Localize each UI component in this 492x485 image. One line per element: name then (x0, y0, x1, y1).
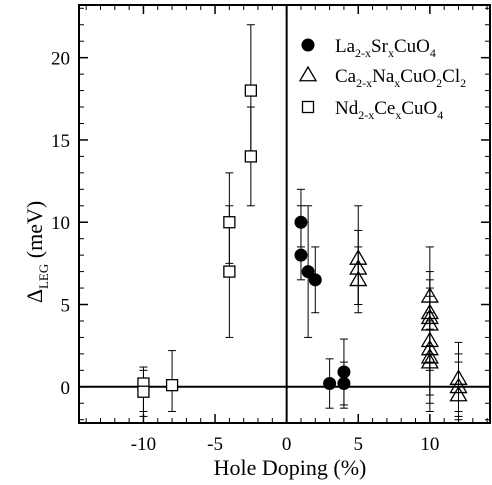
legend-marker (301, 100, 315, 114)
axis-ticks (79, 5, 490, 423)
data-point (420, 331, 439, 348)
data-point (349, 259, 368, 275)
y-axis-label-unit: (meV) (22, 201, 47, 264)
plot-area-border (78, 4, 491, 424)
data-point (349, 270, 368, 287)
x-tick-label: -5 (207, 434, 223, 455)
data-point (449, 377, 468, 394)
data-point (420, 286, 439, 303)
x-tick-label: 10 (420, 434, 439, 455)
data-point (223, 216, 236, 229)
data-point (323, 377, 337, 391)
axis-tick-labels: -10 -5 0 5 10 0 5 10 15 20 (51, 49, 439, 455)
data-point (420, 308, 439, 325)
y-tick-label: 20 (51, 49, 70, 70)
y-tick-label: 10 (51, 213, 70, 234)
legend-marker (301, 38, 315, 52)
y-tick-label: 5 (61, 296, 71, 317)
data-point (301, 265, 315, 279)
x-axis-label: Hole Doping (%) (214, 455, 367, 480)
data-point (165, 378, 179, 392)
data-point (337, 365, 351, 379)
data-point (420, 314, 439, 331)
data-point (294, 215, 308, 229)
data-point (223, 265, 236, 278)
y-axis-label: ΔLEG (meV) (22, 201, 51, 303)
data-point (308, 273, 322, 287)
y-tick-label: 0 (61, 378, 71, 399)
data-point (420, 303, 439, 320)
legend-label: Nd2-xCexCuO4 (335, 98, 443, 122)
data-point (244, 150, 257, 163)
data-point (420, 352, 439, 369)
error-bars (139, 24, 463, 421)
data-point (349, 249, 368, 265)
data-point (137, 385, 150, 398)
data-point (449, 385, 468, 402)
legend-label: Ca2-xNaxCuO2Cl2 (335, 66, 466, 90)
y-axis-label-subscript: LEG (36, 264, 51, 289)
y-tick-label: 15 (51, 131, 70, 152)
data-markers (137, 84, 468, 402)
data-point (420, 347, 439, 364)
x-tick-label: -10 (131, 434, 156, 455)
data-point (294, 248, 308, 262)
x-tick-label: 0 (282, 434, 292, 455)
data-point (337, 377, 351, 391)
data-point (449, 369, 468, 385)
legend-marker (298, 65, 318, 82)
y-axis-label-symbol: Δ (22, 289, 47, 303)
legend-label: La2-xSrxCuO4 (335, 36, 436, 60)
plot-frame (78, 4, 491, 424)
x-tick-label: 5 (354, 434, 364, 455)
legend: La2-xSrxCuO4 Ca2-xNaxCuO2Cl2 Nd2-xCexCuO4 (298, 36, 466, 122)
data-point (244, 84, 257, 97)
